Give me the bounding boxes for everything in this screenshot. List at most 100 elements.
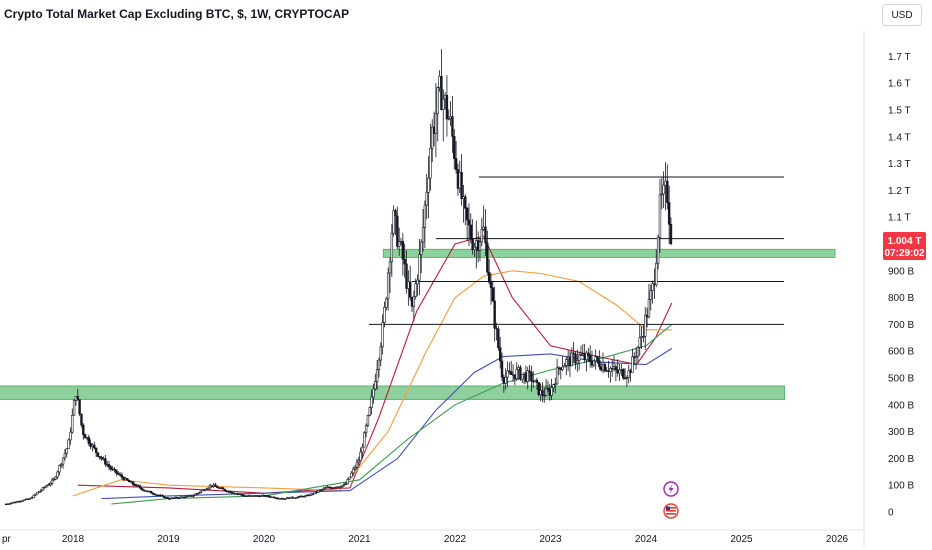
- candle: [170, 497, 173, 500]
- candle: [107, 461, 111, 471]
- candle: [612, 355, 616, 372]
- candle: [526, 366, 529, 390]
- candle: [605, 367, 608, 372]
- candle: [656, 234, 660, 270]
- candle: [172, 497, 175, 500]
- candle: [34, 493, 37, 497]
- candle: [54, 475, 57, 481]
- support-zone-1: [382, 248, 836, 258]
- candle: [289, 496, 293, 499]
- time-axis-label: pr: [2, 534, 12, 545]
- candle: [315, 490, 318, 494]
- candle: [157, 494, 160, 497]
- candle: [515, 362, 518, 381]
- candle: [317, 490, 320, 493]
- candle: [282, 497, 285, 500]
- candle: [550, 378, 553, 401]
- price-axis-label: 400 B: [888, 400, 914, 411]
- candle: [357, 456, 360, 466]
- candle: [655, 249, 658, 288]
- candle: [493, 286, 496, 342]
- candle: [464, 193, 467, 226]
- candle: [69, 427, 72, 445]
- candle: [135, 483, 138, 487]
- candle: [94, 447, 98, 457]
- candle: [554, 377, 557, 394]
- candle: [230, 492, 234, 494]
- candle: [579, 345, 583, 357]
- candle: [623, 368, 627, 380]
- candle: [410, 296, 414, 312]
- candle: [82, 423, 85, 440]
- price-axis-label: 100 B: [888, 481, 914, 492]
- price-axis-label: 1.1 T: [888, 213, 911, 224]
- candle: [190, 495, 193, 497]
- candle: [381, 314, 384, 355]
- candle: [197, 492, 201, 495]
- candle: [47, 483, 50, 487]
- candle: [666, 164, 669, 210]
- us-flag-event-icon[interactable]: [663, 503, 679, 519]
- candle: [364, 423, 368, 438]
- support-zone-2: [0, 385, 785, 400]
- candle: [500, 352, 504, 382]
- candle: [4, 503, 8, 506]
- candle: [397, 227, 401, 256]
- candle: [653, 268, 656, 299]
- candle: [21, 500, 24, 502]
- candle: [293, 497, 296, 499]
- candle: [442, 89, 445, 142]
- candle: [63, 449, 67, 461]
- candle: [284, 498, 287, 500]
- candle: [570, 347, 574, 367]
- candle: [592, 360, 596, 368]
- candle: [508, 362, 511, 375]
- candle: [475, 220, 478, 269]
- candle: [396, 206, 399, 250]
- candle: [102, 456, 105, 461]
- candle: [65, 448, 68, 458]
- candle: [131, 481, 135, 486]
- candle: [607, 360, 610, 378]
- candle: [91, 443, 94, 452]
- candle: [484, 209, 487, 256]
- currency-button[interactable]: USD: [882, 4, 922, 26]
- candle: [633, 352, 636, 365]
- candle: [140, 487, 144, 491]
- candle: [451, 96, 454, 153]
- candle: [146, 490, 149, 493]
- candle: [168, 497, 171, 500]
- candle: [497, 325, 500, 351]
- candle: [306, 493, 309, 497]
- candle: [162, 495, 166, 498]
- candle: [379, 342, 383, 367]
- candle: [465, 206, 469, 241]
- candle: [240, 493, 243, 497]
- candle: [247, 494, 250, 497]
- candle: [276, 497, 280, 500]
- candle: [19, 500, 23, 503]
- candle: [25, 498, 28, 500]
- candle: [258, 494, 261, 498]
- candle: [458, 160, 461, 193]
- candle: [67, 438, 70, 450]
- candle: [76, 388, 79, 401]
- candle: [173, 496, 177, 499]
- candle: [236, 492, 239, 496]
- candle: [6, 503, 10, 505]
- lightning-event-icon[interactable]: [663, 481, 679, 497]
- current-price-value: 1.004 T: [888, 236, 922, 247]
- time-axis-label: 2025: [730, 534, 753, 545]
- candle: [664, 162, 667, 211]
- candle: [596, 355, 599, 364]
- candle: [353, 464, 357, 472]
- candle: [611, 359, 614, 377]
- candle: [445, 75, 449, 137]
- candle: [480, 217, 484, 247]
- candle: [649, 284, 652, 311]
- candle: [298, 495, 302, 498]
- candle: [60, 462, 63, 468]
- candle: [241, 494, 245, 497]
